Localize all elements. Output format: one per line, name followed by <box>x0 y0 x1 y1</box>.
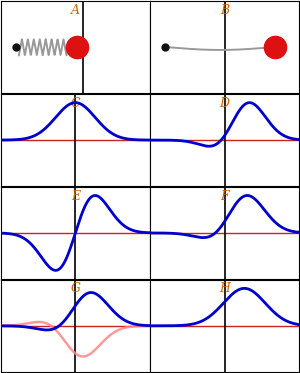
Text: F: F <box>220 189 229 203</box>
Text: H: H <box>219 282 230 295</box>
Text: G: G <box>70 282 80 295</box>
Text: D: D <box>220 97 230 110</box>
Text: E: E <box>71 189 80 203</box>
Text: C: C <box>70 97 80 110</box>
Text: B: B <box>220 4 229 17</box>
Text: A: A <box>71 4 80 17</box>
